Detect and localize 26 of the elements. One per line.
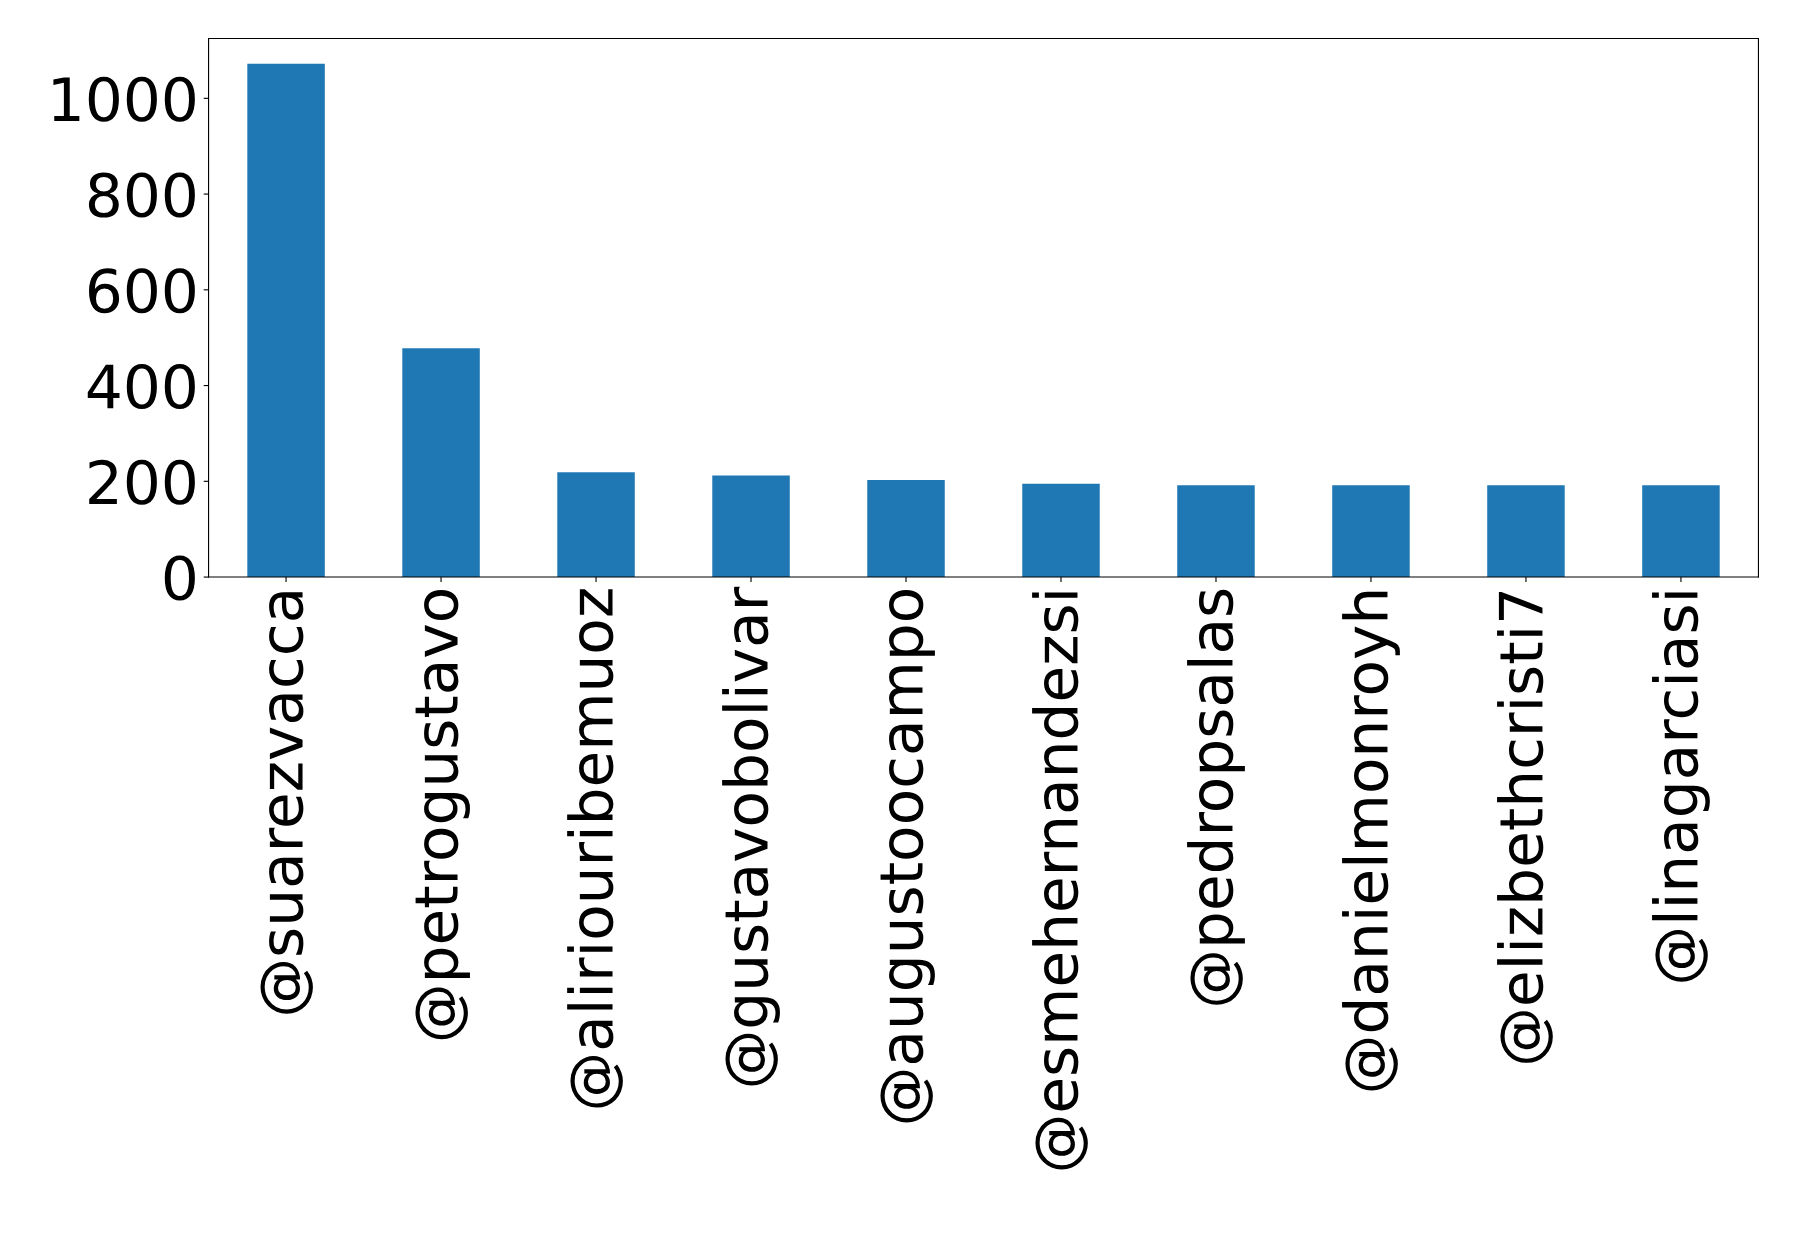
x-tick-label: @petrogustavo [415, 590, 470, 1040]
y-tick-label: 200 [89, 459, 195, 505]
x-tick-label: @elizbethcristi7 [1497, 591, 1553, 1063]
bar [557, 472, 635, 578]
x-tick-label: @danielmonroyh [1342, 591, 1400, 1091]
y-tick-label: 600 [89, 268, 195, 314]
bar [712, 475, 790, 578]
bar [867, 479, 945, 578]
y-tick-label: 1000 [53, 76, 195, 122]
x-tick-label: @suarezvacca [260, 592, 313, 1014]
x-tick-label: @augustoocampo [880, 590, 935, 1123]
bar [1642, 485, 1720, 578]
x-tick-label: @esmehernandezsi [1032, 592, 1088, 1170]
x-tick-label: @pedropsalas [1187, 589, 1245, 1005]
bar [402, 348, 480, 578]
y-tick-label: 0 [164, 555, 195, 601]
y-tick-label: 400 [87, 363, 195, 410]
x-tick-label: @linagarciasi [1652, 592, 1710, 982]
x-tick-label: @aliriouribemuoz [567, 589, 623, 1108]
bar [247, 63, 325, 578]
bar [1177, 485, 1255, 578]
y-tick-label: 800 [88, 172, 195, 218]
bar [1022, 483, 1100, 578]
x-tick-label: @gustavobolivar [722, 586, 780, 1086]
bar [1332, 485, 1410, 578]
bar [1487, 485, 1565, 578]
